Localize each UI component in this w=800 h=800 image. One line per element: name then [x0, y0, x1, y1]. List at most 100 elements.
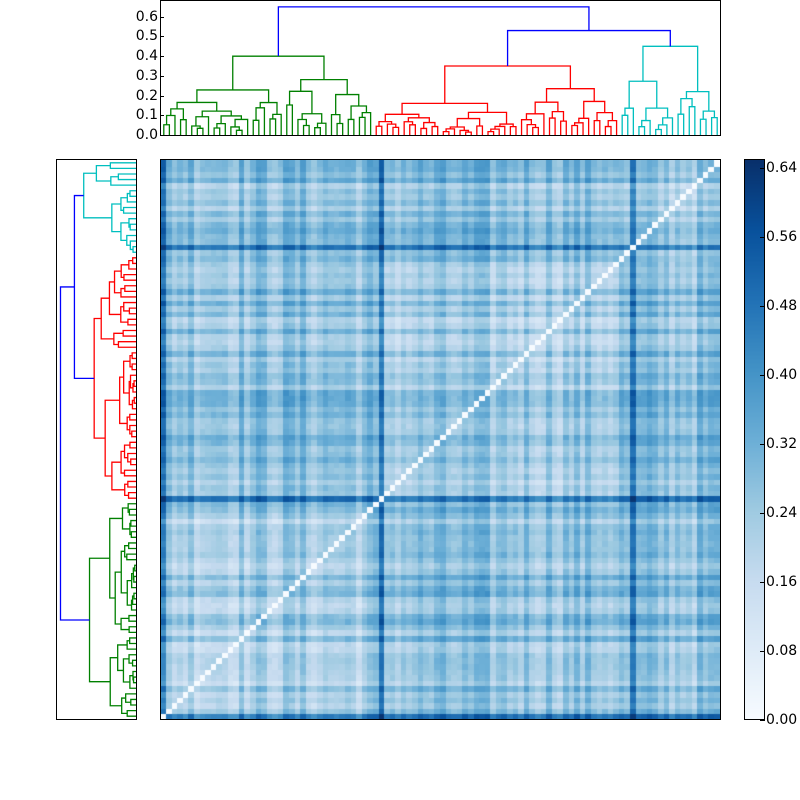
top-dendrogram-ytick [160, 75, 164, 77]
dendrogram-link [114, 571, 122, 625]
dendrogram-link [335, 93, 360, 115]
dendrogram-link [272, 113, 282, 135]
dendrogram-link [520, 119, 532, 135]
top-dendrogram-ytick-label: 0.6 [135, 8, 158, 25]
dendrogram-link [235, 129, 243, 135]
colorbar-tick [760, 512, 765, 514]
dendrogram-link [130, 519, 136, 527]
dendrogram-link [494, 125, 506, 135]
dendrogram-link [117, 644, 128, 672]
top-dendrogram [160, 0, 721, 136]
top-dendrogram-ytick [160, 16, 164, 18]
dendrogram-link [127, 480, 136, 488]
dendrogram-link [129, 413, 136, 421]
dendrogram-link [465, 131, 472, 135]
dendrogram-link [133, 380, 136, 388]
colorbar-tick-label: 0.40 [766, 366, 798, 383]
top-dendrogram-ytick [160, 36, 164, 38]
dendrogram-link [130, 531, 136, 538]
dendrogram-link [179, 119, 187, 135]
dendrogram-link [132, 676, 136, 684]
dendrogram-link [548, 117, 556, 135]
dendrogram-link [347, 118, 355, 135]
dendrogram-link [88, 557, 111, 683]
colorbar-tick [760, 443, 765, 445]
dendrogram-link [132, 670, 136, 681]
dendrogram-link [677, 113, 685, 135]
dendrogram-link [127, 452, 136, 463]
dendrogram-root-link [73, 194, 95, 379]
dendrogram-link [122, 206, 136, 214]
top-dendrogram-plot [163, 6, 718, 135]
dendrogram-link [163, 124, 171, 135]
dendrogram-link [130, 458, 136, 466]
dendrogram-link [330, 113, 341, 135]
dendrogram-link [128, 380, 133, 406]
dendrogram-link [638, 126, 646, 135]
dendrogram-root-link [59, 286, 90, 621]
dendrogram-link [110, 176, 136, 186]
dendrogram-link [545, 88, 595, 103]
dendrogram-link [126, 192, 136, 203]
dendrogram-link [113, 270, 122, 294]
dendrogram-link [259, 101, 278, 115]
dendrogram-link [123, 273, 136, 281]
dendrogram-link [286, 104, 294, 135]
dendrogram-link [336, 122, 344, 135]
colorbar-tick [760, 581, 765, 583]
top-dendrogram-ytick-label: 0.1 [135, 107, 158, 124]
dendrogram-link [487, 130, 495, 135]
top-dendrogram-ytick-label: 0.2 [135, 87, 158, 104]
dendrogram-link [131, 352, 136, 360]
dendrogram-link [120, 264, 129, 279]
dendrogram-link [95, 164, 111, 182]
dendrogram-link [641, 119, 651, 135]
dendrogram-link [100, 297, 114, 340]
dendrogram-link [117, 341, 136, 348]
dendrogram-link [232, 55, 325, 90]
dendrogram-link [316, 122, 327, 135]
dendrogram-link [358, 116, 366, 135]
dendrogram-link [120, 287, 136, 298]
colorbar-tick-label: 0.48 [766, 297, 798, 314]
dendrogram-link [314, 127, 321, 135]
dendrogram-link [131, 399, 136, 410]
dendrogram-link [123, 469, 136, 477]
dendrogram-link [129, 190, 136, 197]
dendrogram-link [409, 124, 416, 135]
dendrogram-link [126, 234, 136, 246]
colorbar-tick [760, 720, 765, 721]
colorbar-tick [760, 236, 765, 238]
dendrogram-link [121, 697, 128, 715]
dendrogram-link [403, 121, 414, 135]
dendrogram-link [126, 709, 136, 717]
dendrogram-link [126, 640, 136, 650]
dendrogram-link [128, 654, 136, 664]
colorbar-tick-label: 0.16 [766, 573, 798, 590]
dendrogram-link [126, 553, 136, 561]
dendrogram-link [583, 100, 606, 119]
dendrogram-link [117, 173, 136, 181]
colorbar-tick [760, 374, 765, 376]
dendrogram-link [688, 106, 696, 135]
dendrogram-link [191, 125, 201, 135]
dendrogram-root-link [277, 6, 590, 57]
dendrogram-link [375, 125, 383, 135]
dendrogram-link [574, 122, 584, 135]
dendrogram-link [131, 430, 136, 438]
top-dendrogram-ytick [160, 115, 164, 117]
dendrogram-link [578, 117, 590, 135]
dendrogram-link [122, 329, 136, 337]
dendrogram-link [509, 125, 517, 135]
dendrogram-link [132, 257, 136, 265]
dendrogram-link [593, 119, 601, 135]
top-dendrogram-ytick-label: 0.5 [135, 28, 158, 45]
colorbar-tick [760, 650, 765, 652]
dendrogram-link [170, 108, 185, 120]
top-dendrogram-ytick [160, 135, 164, 136]
dendrogram-link [431, 125, 439, 135]
colorbar-tick-label: 0.32 [766, 435, 798, 452]
colorbar-tick-label: 0.56 [766, 228, 798, 245]
dendrogram-link [302, 124, 310, 135]
dendrogram-link [361, 111, 372, 135]
